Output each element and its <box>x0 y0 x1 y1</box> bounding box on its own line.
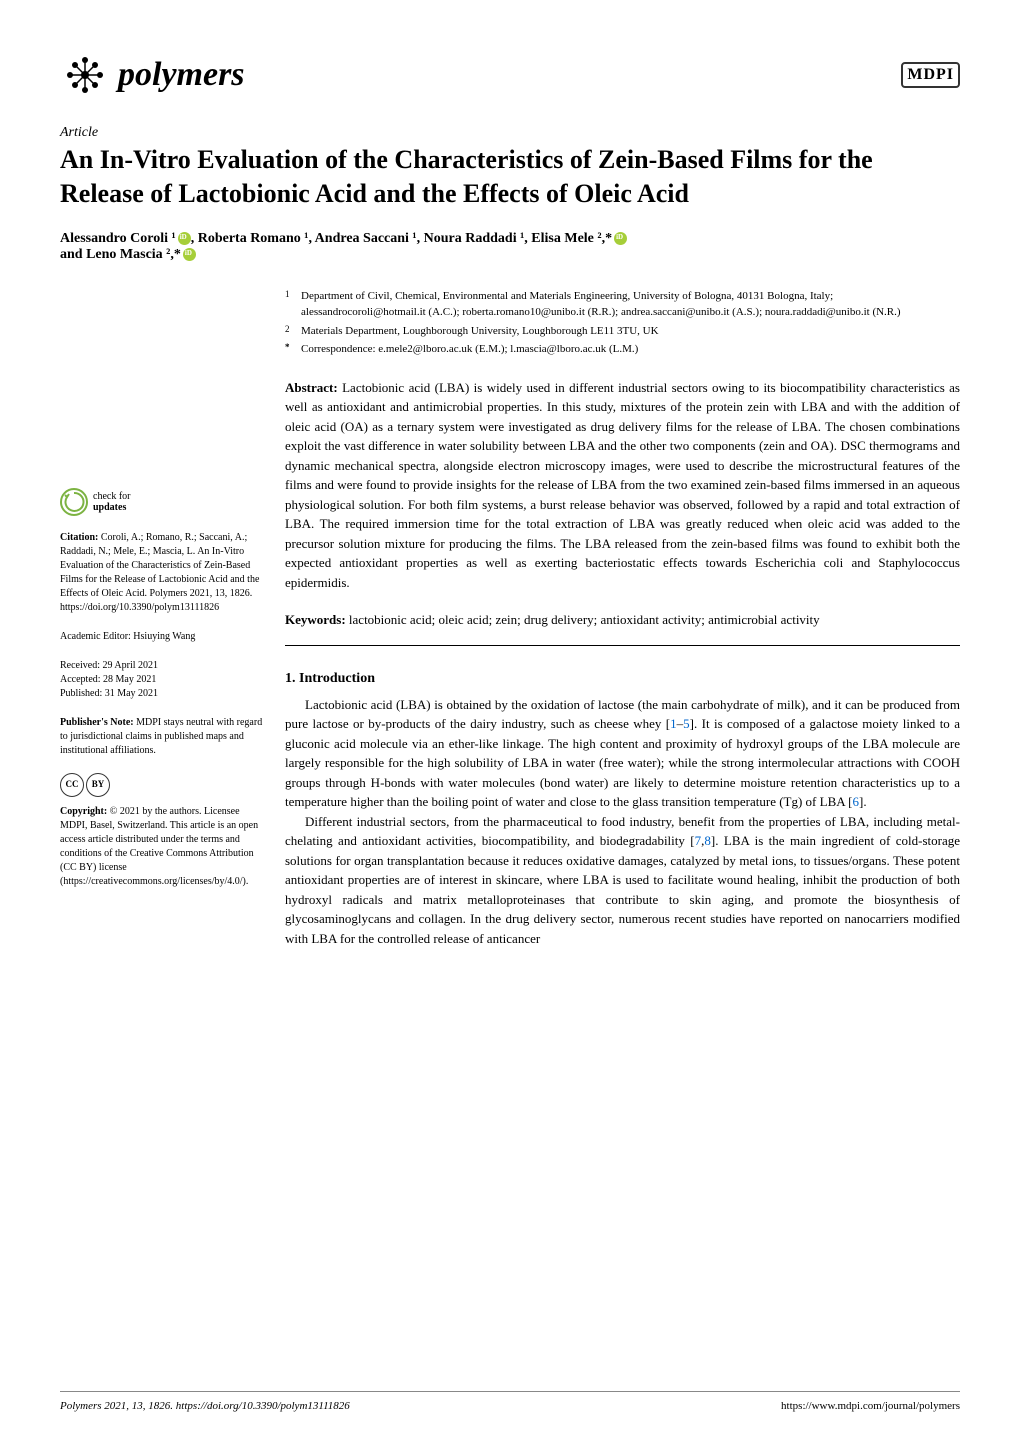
copyright-text: © 2021 by the authors. Licensee MDPI, Ba… <box>60 806 258 887</box>
cc-icon: CC <box>60 773 84 797</box>
affil-text: Department of Civil, Chemical, Environme… <box>301 288 960 321</box>
body-paragraph: Lactobionic acid (LBA) is obtained by th… <box>285 695 960 812</box>
polymers-logo-icon <box>60 50 110 100</box>
text-segment: ]. <box>859 794 867 809</box>
journal-name: polymers <box>118 56 245 94</box>
dates-block: Received: 29 April 2021 Accepted: 28 May… <box>60 659 265 701</box>
keywords: Keywords: lactobionic acid; oleic acid; … <box>285 610 960 630</box>
page-footer: Polymers 2021, 13, 1826. https://doi.org… <box>60 1391 960 1412</box>
check-updates-text: check for <box>93 491 130 502</box>
publishers-note: Publisher's Note: MDPI stays neutral wit… <box>60 716 265 758</box>
abstract-label: Abstract: <box>285 380 338 395</box>
citation-text: Coroli, A.; Romano, R.; Saccani, A.; Rad… <box>60 532 259 613</box>
check-updates-icon <box>60 488 88 516</box>
footer-right: https://www.mdpi.com/journal/polymers <box>781 1400 960 1412</box>
copyright-label: Copyright: <box>60 806 107 817</box>
authors-list: Alessandro Coroli ¹ , Roberta Romano ¹, A… <box>60 231 960 263</box>
main-content: 1 Department of Civil, Chemical, Environ… <box>285 288 960 949</box>
article-type: Article <box>60 125 960 141</box>
section-divider <box>285 645 960 646</box>
received-date: Received: 29 April 2021 <box>60 659 265 673</box>
sidebar: check for updates Citation: Coroli, A.; … <box>60 288 265 949</box>
check-updates-text: updates <box>93 502 130 513</box>
license-block: CC BY Copyright: © 2021 by the authors. … <box>60 773 265 889</box>
keywords-text: lactobionic acid; oleic acid; zein; drug… <box>346 612 820 627</box>
text-segment: ]. LBA is the main ingredient of cold-st… <box>285 833 960 946</box>
section-heading: 1. Introduction <box>285 671 960 687</box>
orcid-icon <box>178 232 191 245</box>
abstract-text: Lactobionic acid (LBA) is widely used in… <box>285 380 960 590</box>
cc-icons: CC BY <box>60 773 265 797</box>
orcid-icon <box>183 248 196 261</box>
body-paragraph: Different industrial sectors, from the p… <box>285 812 960 949</box>
author-segment: , Roberta Romano ¹, Andrea Saccani ¹, No… <box>191 231 612 246</box>
keywords-label: Keywords: <box>285 612 346 627</box>
journal-logo: polymers <box>60 50 245 100</box>
author-segment: Alessandro Coroli ¹ <box>60 231 176 246</box>
note-label: Publisher's Note: <box>60 717 134 728</box>
corr-text: Correspondence: e.mele2@lboro.ac.uk (E.M… <box>301 341 638 358</box>
publisher-logo: MDPI <box>901 62 960 88</box>
affil-number: 2 <box>285 323 293 340</box>
article-title: An In-Vitro Evaluation of the Characteri… <box>60 143 960 211</box>
affiliations: 1 Department of Civil, Chemical, Environ… <box>285 288 960 358</box>
corr-marker: * <box>285 341 293 358</box>
author-segment: and Leno Mascia ²,* <box>60 247 181 262</box>
editor-block: Academic Editor: Hsiuying Wang <box>60 630 265 644</box>
citation-block: Citation: Coroli, A.; Romano, R.; Saccan… <box>60 531 265 615</box>
citation-label: Citation: <box>60 532 98 543</box>
published-date: Published: 31 May 2021 <box>60 687 265 701</box>
by-icon: BY <box>86 773 110 797</box>
accepted-date: Accepted: 28 May 2021 <box>60 673 265 687</box>
affil-number: 1 <box>285 288 293 321</box>
orcid-icon <box>614 232 627 245</box>
page-header: polymers MDPI <box>60 50 960 100</box>
affil-text: Materials Department, Loughborough Unive… <box>301 323 659 340</box>
footer-left: Polymers 2021, 13, 1826. https://doi.org… <box>60 1400 350 1412</box>
abstract: Abstract: Lactobionic acid (LBA) is wide… <box>285 378 960 593</box>
check-updates-badge[interactable]: check for updates <box>60 488 265 516</box>
